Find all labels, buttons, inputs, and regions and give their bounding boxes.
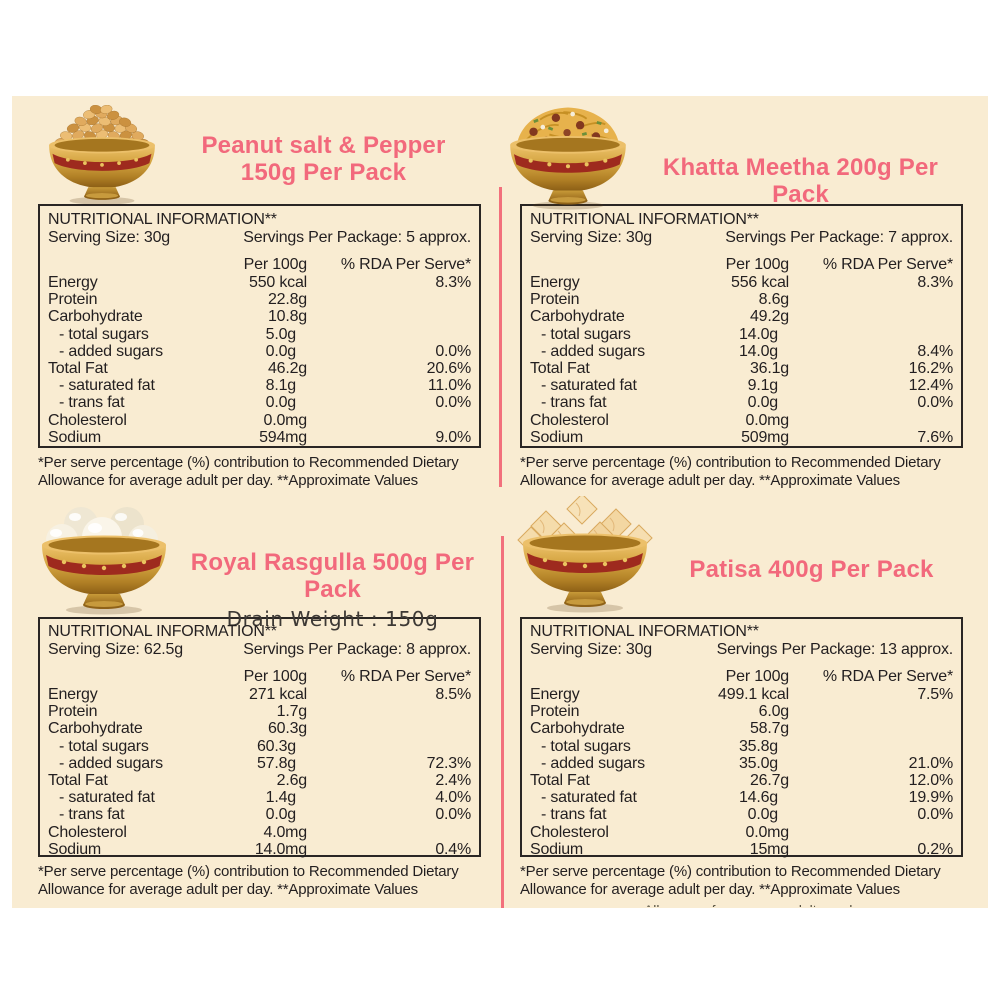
nutrition-table: NUTRITIONAL INFORMATION** Serving Size: … (520, 204, 963, 448)
per-100g-header: Per 100g (725, 256, 790, 273)
clipped-text-remnant: Allowance for average adult per day. **A… (607, 902, 907, 907)
product-title: Royal Rasgulla 500g Per Pack (190, 549, 475, 603)
label-sheet-panel: Peanut salt & Pepper 150g Per Pack NUTRI… (12, 96, 988, 908)
vertical-divider-bottom (501, 536, 504, 908)
nutrient-row: Carbohydrate 58.7g (530, 720, 789, 738)
nutrient-row: Total Fat 26.7g 12.0% (530, 772, 953, 790)
nutrient-row: Carbohydrate 49.2g (530, 308, 789, 326)
rda-header: % RDA Per Serve* (822, 256, 953, 273)
product-header: Royal Rasgulla 500g Per Pack Drain Weigh… (38, 496, 481, 631)
footnote: *Per serve percentage (%) contribution t… (520, 454, 941, 489)
serving-size-label: Serving Size: 30g (530, 641, 653, 658)
drain-weight-label: Drain Weight : 150g (226, 607, 439, 631)
product-panel-rasgulla: Royal Rasgulla 500g Per Pack Drain Weigh… (38, 496, 481, 898)
nutrient-row: Sodium 594mg 9.0% (48, 428, 471, 446)
column-header-row: Per 100g % RDA Per Serve* (530, 668, 954, 686)
nutrient-row: Total Fat 36.1g 16.2% (530, 360, 953, 378)
rda-header: % RDA Per Serve* (822, 668, 953, 685)
nutrition-info-heading: NUTRITIONAL INFORMATION** (48, 623, 277, 640)
product-header: Patisa 400g Per Pack (517, 493, 963, 617)
nutrient-row: - total sugars 5.0g (59, 325, 296, 343)
rda-header: % RDA Per Serve* (340, 668, 471, 685)
footnote: *Per serve percentage (%) contribution t… (520, 863, 941, 898)
nutrition-info-heading: NUTRITIONAL INFORMATION** (530, 623, 759, 640)
servings-per-package-label: Servings Per Package: 7 approx. (725, 229, 953, 246)
nutrient-row: - saturated fat 14.6g 19.9% (541, 789, 953, 807)
nutrient-row: Carbohydrate 60.3g (48, 720, 307, 738)
nutrition-table: NUTRITIONAL INFORMATION** Serving Size: … (38, 617, 481, 858)
nutrient-row: - trans fat 0.0g 0.0% (59, 806, 471, 824)
nutrient-row: Cholesterol 0.0mg (530, 411, 789, 429)
nutrient-row: Total Fat 46.2g 20.6% (48, 360, 471, 378)
nutrition-table: NUTRITIONAL INFORMATION** Serving Size: … (38, 204, 481, 448)
per-100g-header: Per 100g (725, 668, 790, 685)
khatta-meetha-bowl-icon (498, 101, 638, 216)
column-header-row: Per 100g % RDA Per Serve* (48, 668, 472, 686)
rasgulla-bowl-icon (24, 498, 184, 621)
nutrient-row: Protein 6.0g (530, 703, 789, 721)
product-panel-peanut: Peanut salt & Pepper 150g Per Pack NUTRI… (38, 101, 481, 489)
footnote: *Per serve percentage (%) contribution t… (38, 454, 459, 489)
serving-size-label: Serving Size: 30g (530, 229, 653, 246)
product-header: Khatta Meetha 200g Per Pack (510, 101, 963, 210)
product-title: Patisa 400g Per Pack (689, 556, 934, 583)
nutrient-row: Sodium 14.0mg 0.4% (48, 840, 471, 858)
serving-size-label: Serving Size: 62.5g (48, 641, 183, 658)
nutrient-row: - added sugars 14.0g 8.4% (541, 342, 953, 360)
product-title: Peanut salt & Pepper 150g Per Pack (201, 132, 446, 186)
per-100g-header: Per 100g (243, 256, 308, 273)
nutrient-row: - saturated fat 1.4g 4.0% (59, 789, 471, 807)
serving-size-label: Serving Size: 30g (48, 229, 171, 246)
per-100g-header: Per 100g (243, 668, 308, 685)
nutrition-info-heading: NUTRITIONAL INFORMATION** (48, 211, 277, 228)
servings-per-package-label: Servings Per Package: 5 approx. (243, 229, 471, 246)
vertical-divider-top (499, 187, 502, 487)
nutrient-row: - added sugars 0.0g 0.0% (59, 342, 471, 360)
servings-per-package-label: Servings Per Package: 13 approx. (716, 641, 954, 658)
nutrient-row: - total sugars 35.8g (541, 737, 778, 755)
footnote: *Per serve percentage (%) contribution t… (38, 863, 459, 898)
nutrition-info-heading: NUTRITIONAL INFORMATION** (530, 211, 759, 228)
nutrient-row: Protein 22.8g (48, 291, 307, 309)
product-header: Peanut salt & Pepper 150g Per Pack (38, 101, 481, 205)
nutrient-row: - added sugars 35.0g 21.0% (541, 754, 953, 772)
nutrient-row: Energy 499.1 kcal 7.5% (530, 686, 953, 703)
nutrient-row: Sodium 15mg 0.2% (530, 840, 953, 858)
nutrient-row: Protein 8.6g (530, 291, 789, 309)
product-panel-khatta-meetha: Khatta Meetha 200g Per Pack NUTRITIONAL … (510, 101, 963, 489)
nutrient-row: - added sugars 57.8g 72.3% (59, 754, 471, 772)
patisa-bowl-icon (510, 493, 660, 619)
nutrient-row: Energy 271 kcal 8.5% (48, 686, 471, 703)
nutrient-row: Cholesterol 0.0mg (530, 823, 789, 841)
nutrient-row: Cholesterol 0.0mg (48, 411, 307, 429)
nutrient-row: Total Fat 2.6g 2.4% (48, 772, 471, 790)
nutrient-row: - saturated fat 9.1g 12.4% (541, 377, 953, 395)
nutrient-row: - saturated fat 8.1g 11.0% (59, 377, 471, 395)
product-panel-patisa: Patisa 400g Per Pack NUTRITIONAL INFORMA… (517, 493, 963, 898)
nutrient-row: Protein 1.7g (48, 703, 307, 721)
column-header-row: Per 100g % RDA Per Serve* (530, 256, 954, 274)
nutrition-table: NUTRITIONAL INFORMATION** Serving Size: … (520, 617, 963, 858)
nutrient-row: Carbohydrate 10.8g (48, 308, 307, 326)
rda-header: % RDA Per Serve* (340, 256, 471, 273)
nutrient-row: - total sugars 14.0g (541, 325, 778, 343)
column-header-row: Per 100g % RDA Per Serve* (48, 256, 472, 274)
nutrient-row: - total sugars 60.3g (59, 737, 296, 755)
product-title: Khatta Meetha 200g Per Pack (662, 154, 939, 208)
nutrient-row: Energy 550 kcal 8.3% (48, 274, 471, 291)
nutrient-row: - trans fat 0.0g 0.0% (541, 806, 953, 824)
nutrient-row: Sodium 509mg 7.6% (530, 428, 953, 446)
nutrient-row: - trans fat 0.0g 0.0% (59, 394, 471, 412)
nutrient-row: Energy 556 kcal 8.3% (530, 274, 953, 291)
peanut-bowl-icon (38, 104, 166, 211)
nutrient-row: - trans fat 0.0g 0.0% (541, 394, 953, 412)
nutrient-row: Cholesterol 4.0mg (48, 823, 307, 841)
servings-per-package-label: Servings Per Package: 8 approx. (243, 641, 471, 658)
